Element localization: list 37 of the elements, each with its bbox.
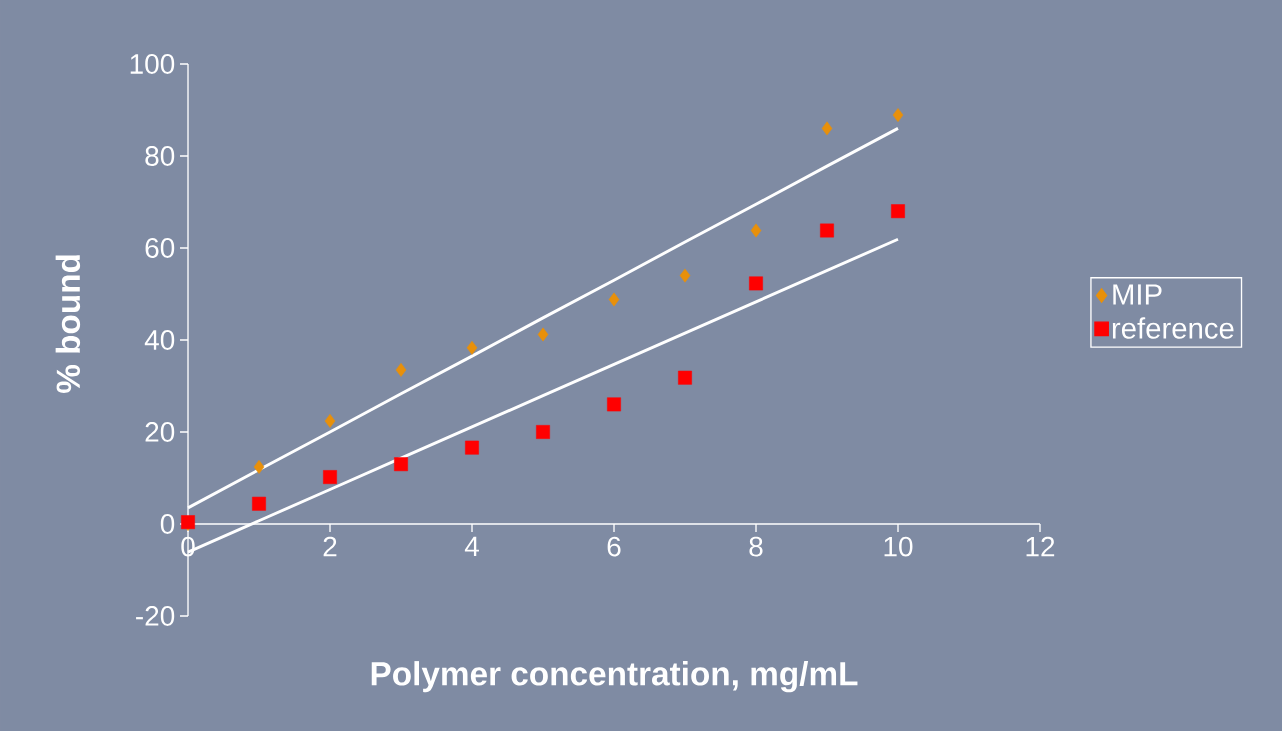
- y-tick-label: 80: [145, 146, 175, 166]
- point: [608, 292, 620, 307]
- x-tick-label: 10: [884, 536, 913, 557]
- point: [749, 276, 763, 291]
- x-tick-label: 6: [607, 536, 621, 557]
- point: [679, 268, 691, 283]
- point: [395, 362, 407, 377]
- point: [892, 108, 904, 122]
- point: [821, 121, 833, 136]
- point: [252, 496, 266, 511]
- y-tick-label: 20: [145, 422, 175, 442]
- y-tick-label: 40: [144, 330, 175, 350]
- point: [253, 460, 265, 474]
- y-axis-title: % bound: [55, 255, 81, 393]
- point: [536, 425, 550, 439]
- x-tick-label: 4: [464, 536, 479, 556]
- x-axis-title: Polymer concentration, mg/mL: [371, 661, 858, 693]
- y-tick-label: 0: [160, 514, 175, 534]
- x-tick-label: 8: [749, 536, 763, 557]
- legend-label: reference: [1112, 317, 1234, 339]
- point: [607, 397, 621, 412]
- point: [394, 457, 408, 472]
- y-tick-label: -20: [136, 606, 175, 626]
- legend-label: MIP: [1113, 284, 1162, 305]
- point: [465, 440, 479, 455]
- x-tick-label: 2: [323, 536, 337, 557]
- point: [891, 204, 905, 219]
- y-tick-label: 100: [130, 54, 175, 74]
- point: [537, 327, 549, 342]
- point: [323, 470, 337, 484]
- point: [820, 223, 834, 238]
- point: [324, 414, 336, 428]
- point: [466, 340, 478, 355]
- y-tick-label: 60: [145, 238, 175, 258]
- x-tick-label: 12: [1026, 536, 1055, 557]
- point: [678, 370, 692, 385]
- point: [750, 223, 762, 238]
